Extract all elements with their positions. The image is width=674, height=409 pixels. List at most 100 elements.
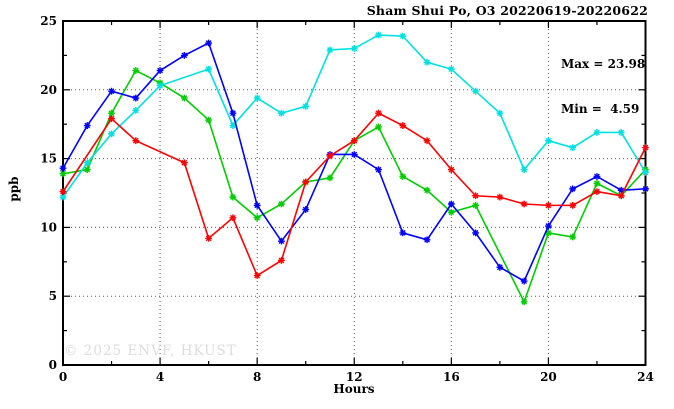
red-series-marker [593,188,601,196]
green-series-marker [593,179,601,187]
green-series-marker [326,174,334,182]
cyan-series-line [62,34,647,198]
red-series-marker [132,137,140,145]
blue-series-marker [156,67,164,74]
red-series-marker [423,137,431,145]
red-series-marker [447,166,455,174]
blue-series-marker [545,222,552,230]
y-tick-label: 10 [40,220,57,234]
blue-series-marker [520,277,528,285]
cyan-series-marker [593,129,601,136]
x-tick-label: 16 [443,370,460,384]
green-series-marker [375,123,382,131]
cyan-series-marker [156,82,164,90]
blue-series-marker [569,185,577,193]
blue-series-marker [472,229,480,237]
blue-series-marker [350,151,358,158]
x-tick-label: 8 [253,370,261,384]
y-tick-label: 25 [40,14,57,28]
cyan-series-marker [617,129,625,136]
cyan-series-marker [472,87,480,95]
green-series-marker [59,170,67,178]
green-series-marker [520,298,528,306]
red-series-marker [617,192,625,200]
cyan-series-marker [278,109,285,117]
blue-series-marker [399,229,407,237]
x-tick-label: 0 [59,370,67,384]
green-series-marker [423,186,431,194]
green-series-marker [83,166,91,174]
cyan-series-marker [375,31,382,39]
cyan-series-marker [520,166,528,174]
blue-series-marker [423,236,431,244]
red-series-marker [229,214,237,222]
green-series-marker [180,94,188,102]
blue-series-marker [180,52,188,59]
x-axis-label: Hours [333,382,375,396]
cyan-series-marker [132,107,140,114]
cyan-series-marker [423,58,431,66]
red-series-marker [108,115,115,123]
green-series-marker [132,67,140,74]
blue-series-marker [375,166,382,174]
red-series-marker [569,201,577,209]
green-series-marker [108,109,115,117]
red-series-marker [472,192,480,200]
y-axis-label: ppb [7,176,21,202]
red-series-marker [642,144,649,151]
x-tick-label: 20 [540,370,557,384]
cyan-series-marker [229,122,237,129]
cyan-series-marker [350,45,358,52]
green-series-marker [569,233,577,241]
cyan-series-marker [569,144,577,151]
green-series-marker [205,116,213,124]
blue-series-marker [447,200,455,208]
blue-series-marker [302,206,310,213]
blue-series-marker [253,201,261,209]
cyan-series-marker [253,94,261,102]
green-series-marker [399,173,407,180]
cyan-series-marker [545,137,552,145]
y-tick-label: 0 [49,358,57,372]
x-tick-label: 24 [637,370,654,384]
max-min-annotation: Max = 23.98 Min = 4.59 [561,27,645,147]
cyan-series-marker [302,102,310,110]
red-series-marker [326,152,334,160]
blue-series-marker [593,173,601,180]
blue-series-marker [205,39,213,47]
blue-series-marker [132,94,140,102]
red-series-marker [496,193,504,201]
green-series-marker [229,193,237,201]
red-series-marker [205,235,213,242]
blue-series-marker [229,109,237,117]
cyan-series-marker [642,168,649,176]
red-series-marker [350,137,358,145]
chart-title: Sham Shui Po, O3 20220619-20220622 [366,3,648,18]
red-series-marker [59,188,67,196]
red-series-marker [302,178,310,186]
red-series-marker [399,122,407,129]
blue-series-marker [278,237,285,245]
cyan-series-marker [326,46,334,54]
blue-series-marker [496,263,504,271]
red-series-marker [253,272,261,279]
green-series-marker [545,229,552,237]
red-series-marker [278,257,285,264]
blue-series-marker [108,87,115,95]
cyan-series-marker [399,32,407,40]
max-value-label: Max = 23.98 [561,57,646,71]
green-series-marker [472,201,480,209]
blue-series-marker [83,122,91,129]
cyan-series-marker [59,193,67,201]
y-tick-label: 20 [40,83,57,97]
green-series-marker [278,200,285,208]
blue-series-marker [59,164,67,172]
red-series-marker [545,201,552,209]
red-series-marker [180,159,188,167]
blue-series-marker [642,185,649,193]
y-tick-label: 15 [40,152,57,166]
green-series-marker [253,214,261,222]
x-tick-label: 12 [346,370,363,384]
x-tick-label: 4 [156,370,164,384]
